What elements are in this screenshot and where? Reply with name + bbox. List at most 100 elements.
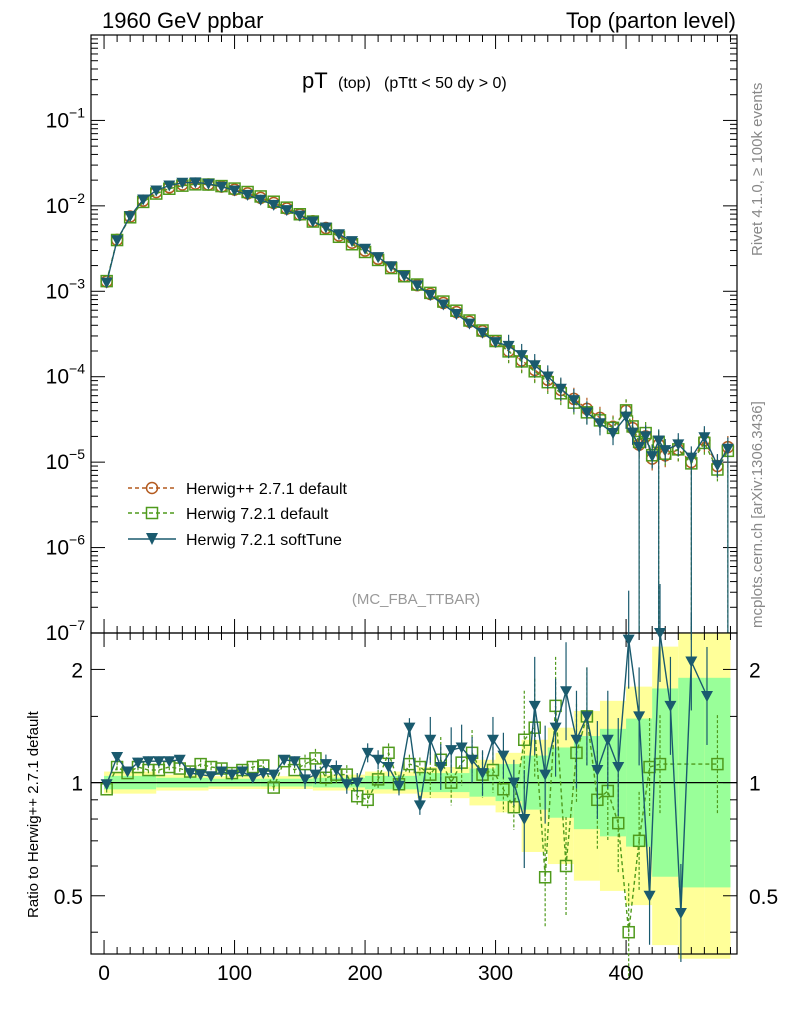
- point-softtune: [450, 309, 463, 321]
- point-softtune: [607, 427, 620, 439]
- point-softtune: [685, 452, 698, 464]
- point-softtune: [626, 427, 639, 439]
- ratio-point-softtune: [674, 907, 687, 919]
- ratio-point-herwig721: [361, 793, 374, 807]
- point-softtune: [646, 451, 659, 463]
- ratio-point-softtune: [580, 711, 593, 723]
- point-softtune: [319, 222, 332, 234]
- point-softtune: [189, 177, 202, 189]
- point-softtune: [267, 199, 280, 211]
- point-softtune: [254, 194, 267, 206]
- upper-ytick-label: 10: [46, 195, 69, 218]
- ratio-point-softtune: [131, 757, 144, 769]
- ratio-point-herwig721: [622, 925, 635, 939]
- xtick-label: 400: [609, 962, 644, 985]
- mcplots-label: mcplots.cern.ch [arXiv:1306.3436]: [749, 401, 766, 628]
- point-softtune: [306, 216, 319, 228]
- upper-ytick-exponent: −4: [69, 361, 85, 377]
- plot-title-cut: (pTtt < 50 dy > 0): [384, 75, 507, 92]
- ratio-point-softtune: [643, 890, 656, 902]
- point-softtune: [652, 435, 665, 447]
- ratio-point-softtune: [257, 768, 270, 780]
- ratio-point-softtune: [685, 656, 698, 668]
- point-softtune: [620, 411, 633, 423]
- point-softtune: [476, 327, 489, 339]
- upper-ytick-exponent: −6: [69, 532, 85, 548]
- plot-title-main: pT: [302, 68, 328, 93]
- xtick-label: 100: [217, 962, 252, 985]
- ratio-point-softtune: [246, 772, 259, 784]
- xtick-label: 300: [478, 962, 513, 985]
- point-softtune: [698, 432, 711, 444]
- ratio-point-softtune: [560, 686, 573, 698]
- header-right: Top (parton level): [566, 8, 736, 33]
- ratio-point-softtune: [184, 768, 197, 780]
- ratio-point-herwig721: [538, 871, 552, 884]
- ratio-point-softtune: [330, 765, 343, 777]
- ratio-point-herwig721: [497, 783, 510, 796]
- ratio-point-herwig721: [518, 733, 531, 747]
- ratio-ylabel: Ratio to Herwig++ 2.7.1 default: [25, 710, 42, 918]
- ratio-point-softtune: [455, 742, 468, 754]
- ratio-line-softtune: [106, 632, 708, 914]
- ratio-point-herwig721: [559, 859, 573, 873]
- ratio-point-softtune: [288, 756, 301, 768]
- ratio-point-herwig721: [632, 834, 646, 848]
- plot-title-sub: (top): [338, 75, 371, 92]
- ratio-point-softtune: [601, 734, 614, 746]
- ratio-point-softtune: [497, 750, 510, 762]
- legend-softtune: Herwig 7.2.1 softTune: [128, 532, 342, 549]
- point-softtune: [639, 431, 652, 443]
- point-softtune: [241, 189, 254, 201]
- point-softtune: [100, 277, 113, 289]
- upper-ytick-label: 10: [46, 109, 69, 132]
- point-softtune: [150, 185, 163, 197]
- ratio-point-softtune: [445, 745, 458, 757]
- ratio-point-softtune: [267, 769, 280, 781]
- point-softtune: [215, 181, 228, 193]
- ratio-point-softtune: [403, 722, 416, 734]
- point-softtune: [437, 299, 450, 311]
- point-softtune: [489, 337, 502, 349]
- ratio-point-softtune: [299, 774, 312, 786]
- ratio-point-herwig721: [267, 781, 280, 794]
- ratio-point-softtune: [100, 779, 113, 791]
- upper-ytick-exponent: −7: [69, 617, 85, 633]
- upper-axis-ticks: 10−710−610−510−410−310−210−1: [46, 35, 737, 645]
- ratio-point-softtune: [382, 762, 395, 774]
- upper-ytick-label: 10: [46, 537, 69, 560]
- ratio-point-softtune: [194, 769, 207, 781]
- point-softtune: [672, 439, 685, 451]
- legend-herwig721-label: Herwig 7.2.1 default: [186, 506, 329, 523]
- point-softtune: [463, 318, 476, 330]
- ratio-point-softtune: [622, 634, 635, 646]
- point-softtune: [293, 210, 306, 222]
- ratio-point-softtune: [236, 766, 249, 778]
- upper-ytick-label: 10: [46, 280, 69, 303]
- point-softtune: [176, 177, 189, 189]
- point-softtune: [528, 360, 541, 372]
- ratio-point-softtune: [591, 765, 604, 777]
- ratio-point-softtune: [486, 734, 499, 746]
- ratio-point-softtune: [549, 722, 562, 734]
- analysis-label: (MC_FBA_TTBAR): [352, 591, 480, 608]
- ratio-uncertainty-band: [91, 633, 737, 959]
- upper-ytick-exponent: −3: [69, 275, 85, 291]
- ratio-point-softtune: [111, 751, 124, 763]
- point-softtune: [202, 178, 215, 190]
- lower-ytick-label: 2: [71, 659, 83, 682]
- ratio-point-softtune: [225, 769, 238, 781]
- upper-ytick-exponent: −5: [69, 446, 85, 462]
- ratio-point-softtune: [413, 800, 426, 812]
- point-softtune: [541, 371, 554, 383]
- series-line-softtune: [106, 181, 729, 467]
- point-softtune: [385, 261, 398, 273]
- ratio-point-softtune: [215, 766, 228, 778]
- legend: Herwig++ 2.7.1 default Herwig 7.2.1 defa…: [128, 481, 348, 549]
- ratio-point-herwig721: [486, 763, 500, 777]
- point-softtune: [633, 442, 646, 454]
- ratio-point-softtune: [664, 700, 677, 712]
- xtick-label: 0: [98, 962, 110, 985]
- ratio-point-softtune: [466, 754, 479, 766]
